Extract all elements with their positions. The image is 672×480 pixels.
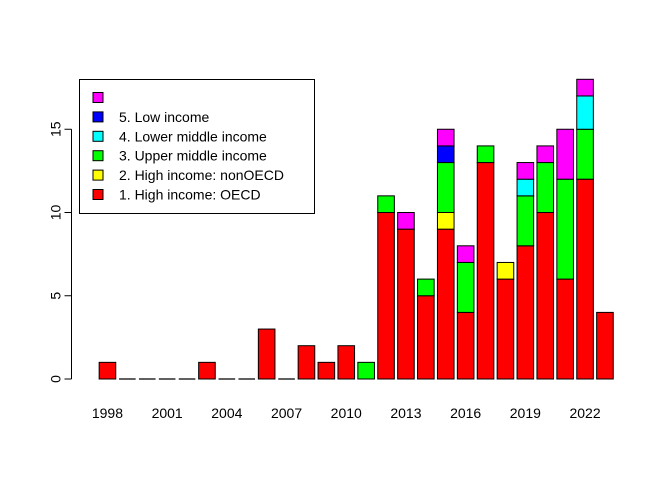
bar-segment-2020-s5 xyxy=(536,145,555,164)
legend-box xyxy=(79,79,315,214)
x-tick-label-2004: 2004 xyxy=(211,405,242,421)
legend-swatch-0 xyxy=(92,92,104,103)
bar-segment-2015-s2 xyxy=(436,162,455,214)
bar-segment-2020-s2 xyxy=(536,162,555,214)
legend-swatch-3 xyxy=(92,150,104,162)
bar-segment-2016-s5 xyxy=(456,245,475,263)
bar-segment-2014-s0 xyxy=(417,295,435,380)
bar-segment-2008-s0 xyxy=(297,345,316,380)
bar-segment-2019-s5 xyxy=(516,162,535,180)
bar-segment-2006-s0 xyxy=(257,328,276,380)
bar-segment-2021-s2 xyxy=(556,178,574,280)
y-axis: 0 5 10 15 xyxy=(48,121,72,383)
legend-label-1: 5. Low income xyxy=(119,109,209,125)
bar-segment-2016-s2 xyxy=(456,261,475,313)
x-tick-label-2013: 2013 xyxy=(390,405,421,421)
y-tick-label-15: 15 xyxy=(48,121,64,137)
bar-segment-2015-s4 xyxy=(436,145,455,164)
x-tick-label-2001: 2001 xyxy=(152,405,183,421)
bar-segment-2003-s0 xyxy=(198,361,216,380)
x-axis: 1998 2001 2004 2007 2010 2013 2016 2019 2022 xyxy=(92,405,601,421)
bar-segment-2019-s3 xyxy=(516,178,535,197)
y-tick-label-0: 0 xyxy=(48,375,64,383)
legend-swatch-4 xyxy=(92,169,104,181)
bar-segment-2010-s0 xyxy=(337,345,356,380)
legend-label-5: 1. High income: OECD xyxy=(119,187,261,203)
y-tick-label-10: 10 xyxy=(48,205,64,221)
bar-segment-2021-s0 xyxy=(556,278,574,380)
bar-segment-2015-s0 xyxy=(436,228,455,380)
bar-segment-2018-s1 xyxy=(496,261,515,280)
bar-segment-2020-s0 xyxy=(536,212,555,380)
bar-segment-2015-s5 xyxy=(436,128,455,147)
bar-segment-2022-s3 xyxy=(576,95,594,130)
legend-swatch-1 xyxy=(92,111,104,123)
legend-label-2: 4. Lower middle income xyxy=(119,128,267,144)
bar-segment-2019-s2 xyxy=(516,195,535,247)
bar-segment-2013-s5 xyxy=(397,212,415,230)
bar-segment-2019-s0 xyxy=(516,245,535,380)
x-tick-label-2019: 2019 xyxy=(510,405,541,421)
bar-segment-2016-s0 xyxy=(456,311,475,380)
bar-segment-1998-s0 xyxy=(98,361,117,380)
bar-segment-2012-s2 xyxy=(377,195,395,214)
x-tick-label-1998: 1998 xyxy=(92,405,123,421)
bar-segment-2017-s2 xyxy=(476,145,495,164)
legend-label-3: 3. Upper middle income xyxy=(119,148,267,164)
legend: 5. Low income 4. Lower middle income 3. Up… xyxy=(79,79,315,214)
bar-segment-2018-s0 xyxy=(496,278,515,380)
bars-group xyxy=(98,78,614,380)
x-tick-label-2010: 2010 xyxy=(331,405,362,421)
y-tick-label-5: 5 xyxy=(48,292,64,300)
bar-segment-2017-s0 xyxy=(476,162,495,380)
bar-segment-2009-s0 xyxy=(317,361,336,380)
bar-segment-2014-s2 xyxy=(417,278,435,297)
x-tick-label-2007: 2007 xyxy=(271,405,302,421)
bar-segment-2015-s1 xyxy=(436,212,455,230)
legend-swatch-5 xyxy=(92,189,104,200)
bar-segment-2021-s5 xyxy=(556,128,574,180)
bar-segment-2022-s0 xyxy=(576,178,594,380)
legend-label-4: 2. High income: nonOECD xyxy=(119,167,284,183)
legend-swatch-2 xyxy=(92,130,104,142)
bar-segment-2013-s0 xyxy=(397,228,415,380)
bar-segment-2023-s0 xyxy=(596,311,614,380)
bar-segment-2011-s2 xyxy=(357,361,375,380)
bar-segment-2022-s5 xyxy=(576,78,594,97)
bar-segment-2022-s2 xyxy=(576,128,594,180)
x-tick-label-2016: 2016 xyxy=(450,405,481,421)
x-tick-label-2022: 2022 xyxy=(569,405,600,421)
bar-segment-2012-s0 xyxy=(377,212,395,380)
